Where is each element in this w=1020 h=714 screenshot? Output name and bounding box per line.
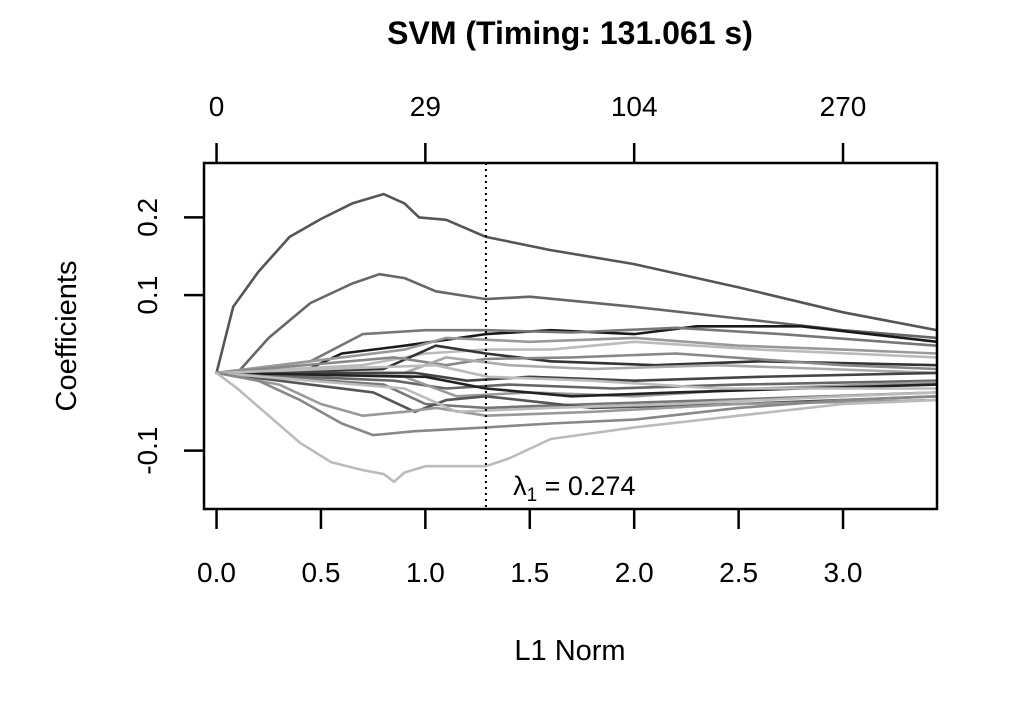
x-tick-label: 2.5 [719,557,758,588]
x-tick-label: 0.0 [197,557,236,588]
x-axis-ticks: 0.0 0.5 1.0 1.5 2.0 2.5 3.0 [197,509,862,588]
series-line-coef-11 [215,371,937,390]
series-line-coef-10 [215,371,937,382]
top-tick-label: 104 [611,91,658,122]
lambda-symbol: λ [513,471,527,501]
series-line-coef-19 [215,371,937,437]
y-axis-ticks: -0.1 0.1 0.2 [132,198,204,475]
y-axis-label: Coefficients [51,261,83,412]
series-line-coef-17 [215,371,937,417]
x-tick-label: 1.5 [510,557,549,588]
series-line-coef-20 [215,371,937,484]
x-tick-label: 0.5 [301,557,340,588]
series-line-coef-14 [215,363,937,390]
lambda-value: = 0.274 [537,471,635,501]
series-line-coef-18 [215,371,937,414]
y-tick-label: -0.1 [132,427,163,475]
series-lines [215,192,937,484]
plot-frame [202,161,939,511]
top-tick-label: 0 [209,91,225,122]
x-axis-label: L1 Norm [514,635,625,667]
lambda-annotation: λ1 = 0.274 [513,471,635,506]
y-tick-label: 0.1 [132,276,163,315]
chart-title: SVM (Timing: 131.061 s) [387,15,753,51]
series-line-coef-15 [215,371,937,410]
top-axis-ticks: 0 29 104 270 [209,91,867,163]
series-line-coef-5 [215,336,937,375]
x-tick-label: 3.0 [824,557,863,588]
series-line-coef-2 [215,272,937,375]
x-tick-label: 1.0 [406,557,445,588]
y-tick-label: 0.2 [132,198,163,237]
top-tick-label: 29 [410,91,441,122]
top-tick-label: 270 [820,91,867,122]
series-line-coef-6 [215,340,937,375]
series-line-coef-4 [215,326,937,375]
x-tick-label: 2.0 [615,557,654,588]
series-line-coef-8 [215,352,937,375]
series-line-coef-1 [215,192,937,375]
lambda-subscript: 1 [527,485,538,506]
